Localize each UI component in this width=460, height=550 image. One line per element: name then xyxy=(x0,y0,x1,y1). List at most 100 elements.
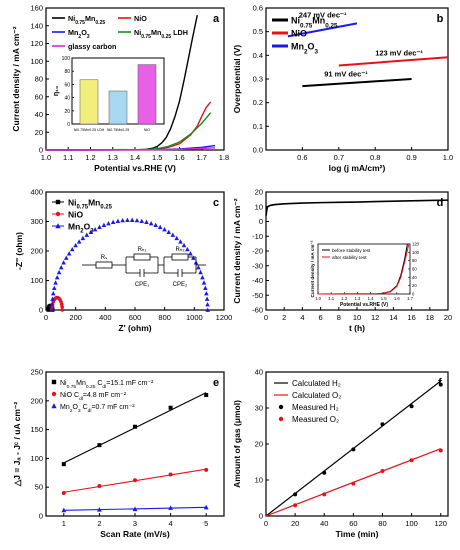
inset-y-tick-label: 80 xyxy=(412,258,417,263)
inset-x-tick-label: 1.3 xyxy=(355,296,361,301)
y-axis-label: Current density / mA cm⁻² xyxy=(232,198,242,303)
data-point-2-20 xyxy=(101,222,107,228)
data-point-1-0 xyxy=(293,503,298,508)
inset-y-tick-label: 120 xyxy=(412,242,420,247)
data-point-2-34 xyxy=(166,229,172,234)
inset-y-tick-label: 20 xyxy=(412,283,417,288)
y-tick-label: 30 xyxy=(255,404,263,413)
data-point-2-33 xyxy=(162,226,167,232)
y-tick-label: 150 xyxy=(30,425,43,434)
x-tick-label: 16 xyxy=(407,313,415,322)
data-point-2-2 xyxy=(132,506,138,512)
x-tick-label: 8 xyxy=(337,313,341,322)
legend-label-0: Ni0.75Mn0.25 xyxy=(68,198,113,211)
x-tick-label: 1.3 xyxy=(108,153,118,162)
data-point-0-2 xyxy=(133,424,137,429)
x-tick-label: 0 xyxy=(44,313,48,322)
data-point-0-0 xyxy=(61,462,66,467)
y-tick-label: 400 xyxy=(30,188,43,197)
data-point-2-19 xyxy=(97,224,102,230)
x-tick-label: 20 xyxy=(444,313,452,322)
x-axis-label: Potential vs.RHE (V) xyxy=(94,163,176,173)
data-point-2-4 xyxy=(203,504,209,510)
x-tick-label: 1000 xyxy=(186,313,203,322)
x-tick-label: 18 xyxy=(426,313,434,322)
data-point-2-30 xyxy=(148,220,154,226)
data-point-2-29 xyxy=(144,219,149,225)
legend-label-2: Mn2O3 xyxy=(291,42,319,56)
x-tick-label: 100 xyxy=(405,519,418,528)
data-point-1-1 xyxy=(322,492,327,497)
x-tick-label: 120 xyxy=(434,519,447,528)
panel-letter: c xyxy=(213,197,219,209)
x-tick-label: 2 xyxy=(97,519,101,528)
circuit-label-rct1: Rₕ₁ xyxy=(138,247,147,253)
data-point-2-3 xyxy=(168,505,173,510)
y-tick-label: 20 xyxy=(35,128,43,137)
inset-x-tick-label: 1.0 xyxy=(315,296,321,301)
y-tick-label: 0.1 xyxy=(253,122,263,131)
data-point-2-6 xyxy=(54,275,60,280)
slope-label-0: 91 mV dec⁻¹ xyxy=(324,70,368,79)
y-tick-label: 0.4 xyxy=(253,51,263,60)
y-tick-label: -10 xyxy=(252,232,263,241)
data-point-1-2 xyxy=(133,478,137,483)
series-line-4 xyxy=(45,147,216,151)
inset-bar-2 xyxy=(137,64,157,125)
x-tick-label: 5 xyxy=(204,519,208,528)
legend-marker-1 xyxy=(55,211,61,217)
data-point-2-39 xyxy=(185,246,190,252)
legend-marker-0 xyxy=(51,379,57,385)
panel-letter: e xyxy=(213,377,219,389)
x-tick-label: 60 xyxy=(349,519,357,528)
y-tick-label: 0.2 xyxy=(253,98,263,107)
x-tick-label: 600 xyxy=(129,313,142,322)
data-point-2-32 xyxy=(157,224,163,230)
data-point-2-3 xyxy=(50,290,56,296)
x-tick-label: 80 xyxy=(378,519,386,528)
data-point-2-46 xyxy=(201,280,207,285)
x-tick-label: 0 xyxy=(264,519,268,528)
panel-a: 1.0 1.1 1.2 1.3 1.4 1.5 1.6 1.7 1.8 0 20 40 60 80 100 1… xyxy=(11,4,229,174)
data-point-1-2 xyxy=(351,481,356,486)
x-tick-label: 40 xyxy=(320,519,328,528)
data-point-2-24 xyxy=(120,217,125,223)
inset-y-tick-label: 20 xyxy=(64,109,70,115)
inset-x-axis-label: Potential vs.RHE (V) xyxy=(340,302,388,308)
data-point-2-49 xyxy=(204,296,210,301)
x-tick-label: 0.6 xyxy=(297,153,307,162)
inset-y-tick-label: 100 xyxy=(62,56,71,62)
x-axis-label: Scan Rate (mV/s) xyxy=(100,529,170,539)
data-point-2-10 xyxy=(63,255,69,260)
legend-label-2: Measured H₂ xyxy=(292,403,339,412)
data-point-1-4 xyxy=(204,467,209,472)
y-tick-label: 160 xyxy=(30,4,43,13)
data-point-2-13 xyxy=(73,242,78,248)
y-tick-label: 20 xyxy=(255,440,263,449)
x-tick-label: 4 xyxy=(300,313,304,322)
series-line-0 xyxy=(302,78,412,88)
data-point-2-0 xyxy=(61,507,67,513)
inset-y-tick-label: 60 xyxy=(64,82,70,88)
x-tick-label: 1.8 xyxy=(219,153,229,162)
x-axis-label: log (j mA/cm²) xyxy=(329,163,386,173)
x-tick-label: 1200 xyxy=(216,313,233,322)
inset-bar-1 xyxy=(108,90,128,125)
legend-marker-2 xyxy=(51,403,57,409)
x-tick-label: 1.5 xyxy=(152,153,162,162)
inset-x-tick-label: 1.7 xyxy=(407,296,413,301)
equivalent-circuit: Rₛ Rₕ₁ Rₕ₂ CPE₁ CPE₂ xyxy=(82,247,206,288)
data-point-2-18 xyxy=(92,226,98,232)
data-point-2-2 xyxy=(50,296,55,301)
data-point-2-23 xyxy=(115,218,121,223)
x-tick-label: 0 xyxy=(264,313,268,322)
y-tick-label: 100 xyxy=(30,454,43,463)
legend-swatch-3 xyxy=(278,416,284,422)
y-tick-label: 100 xyxy=(30,57,43,66)
x-tick-label: 1.2 xyxy=(85,153,95,162)
x-axis-label: t (h) xyxy=(349,323,365,333)
y-tick-label: 0.6 xyxy=(253,4,263,13)
data-point-2-41 xyxy=(191,255,196,260)
y-tick-label: 0 xyxy=(259,217,263,226)
inset-y-tick-label: 40 xyxy=(412,275,417,280)
